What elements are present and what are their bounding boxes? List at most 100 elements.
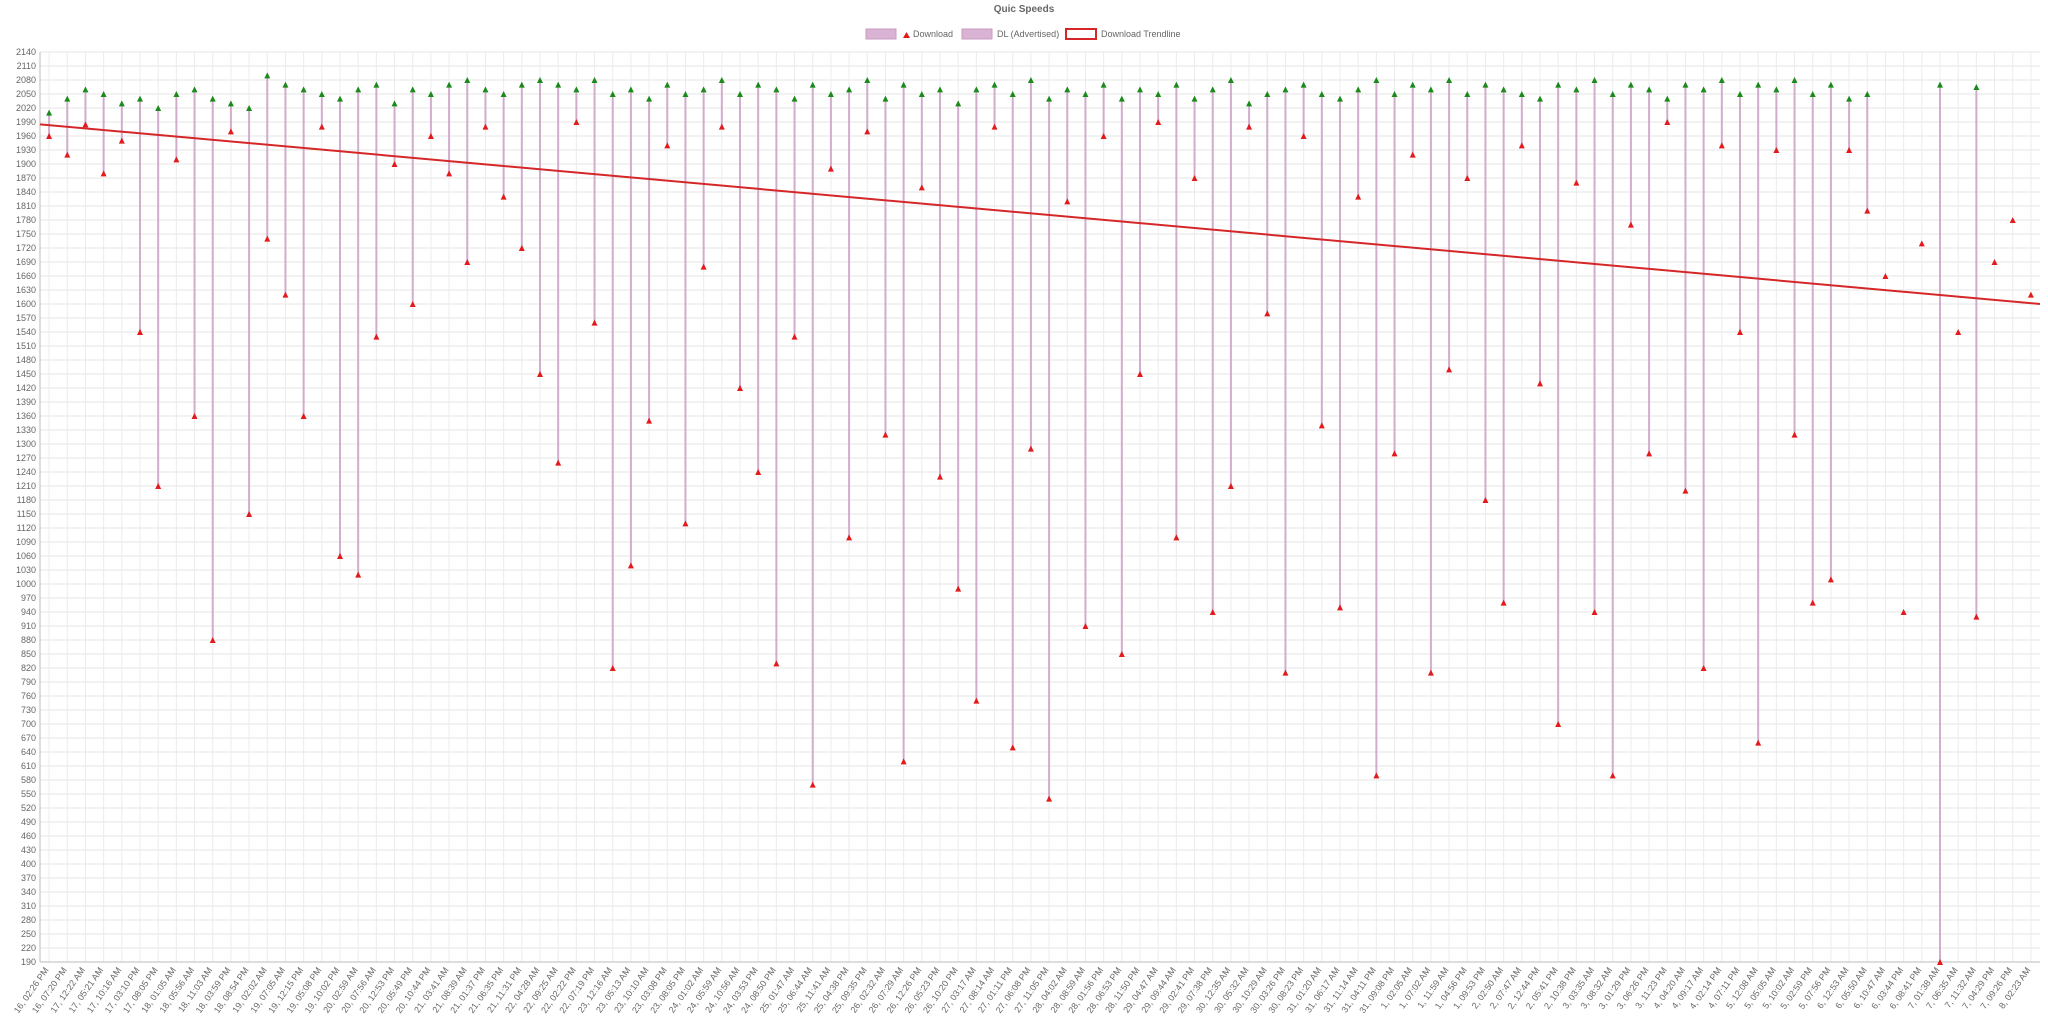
point — [1482, 497, 1489, 503]
point — [900, 758, 907, 765]
point — [1900, 609, 1907, 615]
point — [1973, 84, 1980, 90]
point — [318, 123, 325, 130]
y-tick-label: 1180 — [17, 495, 36, 505]
point — [1427, 86, 1434, 93]
y-tick-label: 1960 — [16, 131, 36, 141]
point — [373, 333, 380, 340]
range-bar — [520, 84, 523, 249]
point — [1191, 95, 1198, 102]
point — [264, 72, 271, 79]
range-bar — [1102, 84, 1105, 136]
y-tick-label: 1390 — [16, 397, 36, 407]
point — [2027, 291, 2034, 298]
point — [682, 91, 689, 97]
point — [264, 235, 271, 242]
point — [591, 77, 598, 83]
point — [1282, 669, 1289, 676]
point — [1446, 77, 1453, 83]
range-bar — [229, 103, 232, 132]
point — [391, 161, 398, 167]
y-tick-label: 1000 — [16, 579, 36, 589]
point — [646, 417, 653, 424]
range-bar — [1702, 89, 1705, 669]
range-bar — [539, 80, 541, 374]
y-tick-label: 1240 — [16, 467, 36, 477]
point — [955, 585, 962, 592]
point — [1118, 651, 1125, 657]
point — [937, 86, 943, 93]
y-tick-label: 1720 — [16, 243, 36, 253]
point — [809, 81, 816, 88]
legend-label: Download — [913, 29, 953, 39]
point — [518, 81, 525, 88]
range-bar — [1866, 94, 1869, 211]
range-bar — [1720, 80, 1723, 146]
point — [391, 100, 398, 107]
point — [173, 91, 180, 97]
y-tick-label: 820 — [21, 663, 36, 673]
point — [864, 128, 871, 135]
point — [973, 86, 980, 93]
range-bar — [757, 84, 760, 473]
point — [1064, 198, 1071, 205]
point — [1609, 91, 1616, 97]
point — [1464, 91, 1471, 97]
point — [718, 123, 725, 130]
point — [664, 81, 671, 88]
point — [227, 100, 234, 107]
range-bar — [357, 89, 360, 575]
point — [1627, 221, 1634, 228]
range-bar — [157, 108, 160, 486]
point — [682, 520, 689, 527]
y-tick-label: 1150 — [17, 509, 36, 519]
range-bar — [866, 80, 869, 132]
point — [609, 91, 616, 97]
range-bar — [211, 98, 214, 640]
point — [1355, 86, 1362, 93]
point — [446, 81, 453, 88]
point — [791, 333, 798, 340]
point — [1791, 77, 1798, 83]
range-bar — [1175, 84, 1178, 538]
point — [118, 137, 125, 144]
legend-label: DL (Advertised) — [997, 29, 1059, 39]
legend-label: Download Trendline — [1101, 29, 1181, 39]
point — [482, 123, 489, 130]
point — [1409, 151, 1416, 158]
point — [227, 128, 234, 135]
point — [1591, 77, 1598, 83]
point — [1427, 669, 1434, 676]
y-tick-label: 2050 — [16, 89, 36, 99]
y-tick-label: 370 — [21, 873, 36, 883]
range-bar — [920, 94, 923, 188]
range-bar — [1848, 98, 1851, 150]
range-bar — [1266, 94, 1269, 314]
y-tick-label: 1420 — [16, 383, 36, 393]
point — [1718, 77, 1725, 83]
range-bar — [939, 89, 941, 477]
y-tick-label: 880 — [21, 635, 36, 645]
range-bar — [466, 80, 469, 262]
y-tick-label: 1330 — [16, 425, 36, 435]
point — [282, 81, 289, 88]
point — [718, 77, 725, 83]
point — [1518, 91, 1525, 97]
point — [209, 637, 216, 643]
point — [846, 86, 853, 93]
range-bar — [1393, 94, 1396, 454]
y-tick-label: 730 — [21, 705, 36, 715]
point — [464, 259, 471, 265]
y-tick-label: 1120 — [17, 523, 36, 533]
point — [918, 184, 925, 191]
range-bar — [1502, 89, 1505, 603]
range-bar — [1611, 94, 1614, 776]
point — [1500, 86, 1507, 93]
range-bar — [1429, 89, 1432, 673]
point — [1918, 240, 1925, 247]
point — [627, 562, 634, 569]
y-tick-label: 1870 — [16, 173, 36, 183]
y-tick-label: 790 — [21, 677, 36, 687]
point — [1082, 91, 1089, 97]
